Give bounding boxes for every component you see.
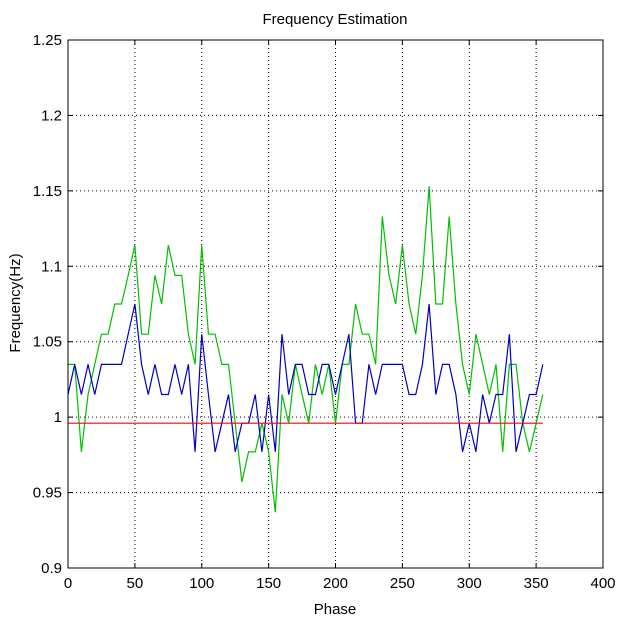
tick-labels: 0 50 100 150 200 250 300 350 400 0.9 0.95 1 1.05 1.1 1… bbox=[33, 32, 616, 592]
blue-series-line bbox=[67, 303, 544, 452]
series-lines bbox=[67, 186, 544, 513]
x-axis-title: Phase bbox=[314, 601, 357, 618]
x-tick-label: 150 bbox=[256, 575, 281, 592]
y-tick-label: 1.1 bbox=[41, 258, 62, 275]
tick-marks bbox=[67, 39, 604, 569]
y-axis-title: Frequency(Hz) bbox=[7, 253, 24, 352]
y-tick-label: 1.15 bbox=[33, 183, 62, 200]
y-tick-label: 1.05 bbox=[33, 334, 62, 351]
y-tick-label: 1 bbox=[54, 409, 62, 426]
y-tick-label: 0.9 bbox=[41, 560, 62, 577]
y-tick-label: 0.95 bbox=[33, 485, 62, 502]
x-tick-label: 200 bbox=[323, 575, 348, 592]
x-tick-label: 100 bbox=[189, 575, 214, 592]
chart-title: Frequency Estimation bbox=[262, 11, 407, 28]
y-tick-label: 1.25 bbox=[33, 32, 62, 49]
green-series-line bbox=[68, 186, 544, 513]
x-tick-label: 400 bbox=[590, 575, 615, 592]
x-tick-label: 250 bbox=[390, 575, 415, 592]
x-tick-label: 300 bbox=[457, 575, 482, 592]
x-tick-label: 0 bbox=[64, 575, 72, 592]
x-tick-label: 350 bbox=[524, 575, 549, 592]
grid-lines bbox=[68, 40, 603, 568]
y-tick-label: 1.2 bbox=[41, 107, 62, 124]
x-tick-label: 50 bbox=[127, 575, 144, 592]
